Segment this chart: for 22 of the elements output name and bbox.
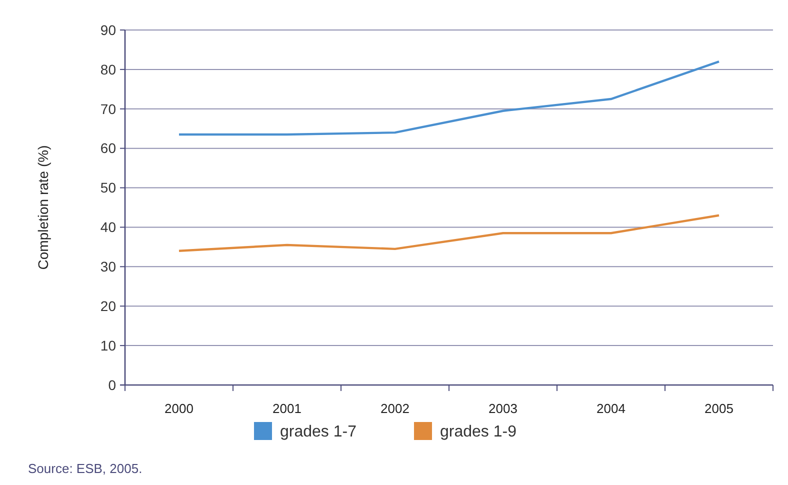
line-series	[178, 214, 720, 252]
y-tick-label: 90	[100, 22, 116, 38]
y-tick-label: 0	[108, 376, 116, 393]
legend-label: grades 1-7	[280, 424, 357, 441]
y-tick-label: 70	[100, 100, 116, 117]
x-tick-label: 2003	[488, 401, 518, 416]
y-tick-label: 80	[100, 61, 116, 78]
y-tick-label: 20	[100, 298, 116, 314]
y-tick-label: 60	[100, 140, 116, 156]
legend-label: grades 1-9	[440, 424, 517, 441]
source-note: Source: ESB, 2005.	[28, 461, 142, 476]
y-tick-label: 50	[100, 180, 116, 196]
x-tick-label: 2004	[596, 401, 626, 416]
line-series	[178, 60, 720, 136]
x-tick-label: 2002	[380, 401, 410, 416]
x-tick-label: 2000	[164, 401, 194, 416]
y-tick-label: 40	[100, 219, 116, 236]
x-tick-label: 2005	[704, 401, 734, 416]
y-tick-label: 10	[100, 337, 116, 354]
y-tick-label: 30	[100, 258, 116, 275]
y-axis-title: Completion rate (%)	[35, 145, 51, 270]
x-tick-label: 2001	[272, 401, 302, 416]
